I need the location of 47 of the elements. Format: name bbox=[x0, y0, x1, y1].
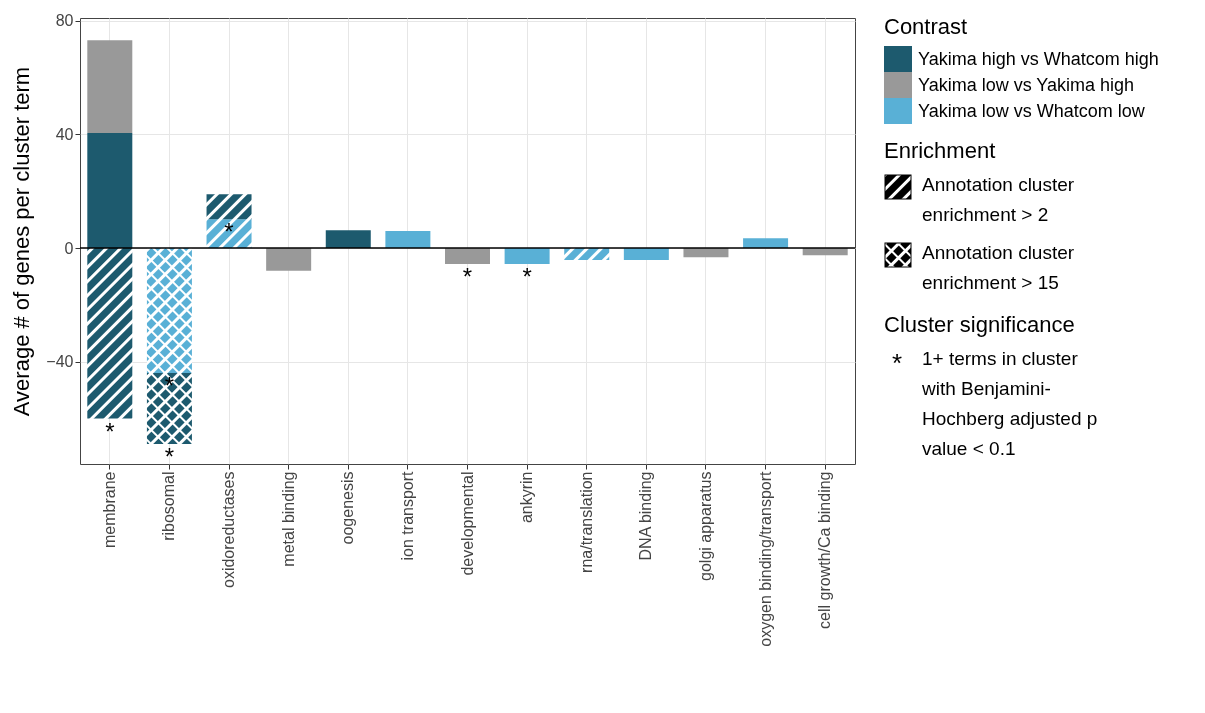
x-tick-label: ribosomal bbox=[160, 471, 178, 541]
legend-label: Yakima low vs Whatcom low bbox=[917, 99, 1146, 123]
x-tick-label: membrane bbox=[100, 471, 118, 548]
bar bbox=[266, 248, 312, 271]
bar bbox=[564, 248, 610, 261]
annotation: * bbox=[105, 417, 115, 445]
bar bbox=[445, 248, 490, 265]
x-tick-label: DNA binding bbox=[637, 471, 655, 561]
annotation: * bbox=[164, 443, 175, 471]
bar bbox=[623, 248, 669, 261]
text: Annotation cluster enrichment > 15 bbox=[921, 241, 1076, 295]
y-tick-label: 40 bbox=[55, 125, 74, 143]
y-tick-label: 80 bbox=[55, 12, 74, 30]
y-tick-label: −40 bbox=[46, 353, 74, 371]
bar bbox=[504, 248, 550, 265]
x-tick-label: oogenesis bbox=[339, 471, 357, 545]
x-tick-label: developmental bbox=[458, 471, 476, 576]
annotation: * bbox=[224, 218, 234, 246]
x-tick-label: cell growth/Ca binding bbox=[816, 471, 834, 629]
text: Annotation cluster enrichment > 2 bbox=[921, 173, 1076, 227]
bar bbox=[87, 133, 133, 249]
x-tick-label: rna/translation bbox=[577, 471, 595, 573]
bar bbox=[146, 373, 192, 445]
legend-title: Contrast bbox=[884, 14, 969, 40]
bar bbox=[325, 230, 371, 249]
y-tick-label: 0 bbox=[64, 239, 74, 257]
annotation: * bbox=[462, 263, 473, 291]
x-tick-label: golgi apparatus bbox=[696, 471, 714, 581]
x-tick-label: ion transport bbox=[398, 470, 416, 561]
bar bbox=[743, 238, 789, 249]
text: 1+ terms in cluster with Benjamini-Hochberg adjusted p value < 0.1 bbox=[922, 348, 1098, 459]
x-tick-label: oxidoreductases bbox=[220, 471, 238, 589]
text: Cluster significance bbox=[884, 312, 1076, 338]
bar bbox=[146, 248, 192, 374]
bar bbox=[385, 231, 431, 249]
bar bbox=[206, 219, 252, 249]
legend-label: Yakima high vs Whatcom high bbox=[917, 47, 1160, 71]
x-tick-label: ankyrin bbox=[518, 471, 536, 524]
x-tick-label: metal binding bbox=[279, 471, 297, 567]
legend-label: Yakima low vs Yakima high bbox=[917, 73, 1136, 97]
annotation: * bbox=[522, 263, 532, 291]
y-axis-title: Average # of genes per cluster term bbox=[9, 66, 35, 417]
asterisk-icon: * bbox=[884, 348, 912, 374]
bar bbox=[87, 40, 133, 134]
text: Enrichment bbox=[884, 138, 997, 164]
bar bbox=[206, 194, 252, 220]
x-tick-label: oxygen binding/transport bbox=[756, 470, 774, 647]
